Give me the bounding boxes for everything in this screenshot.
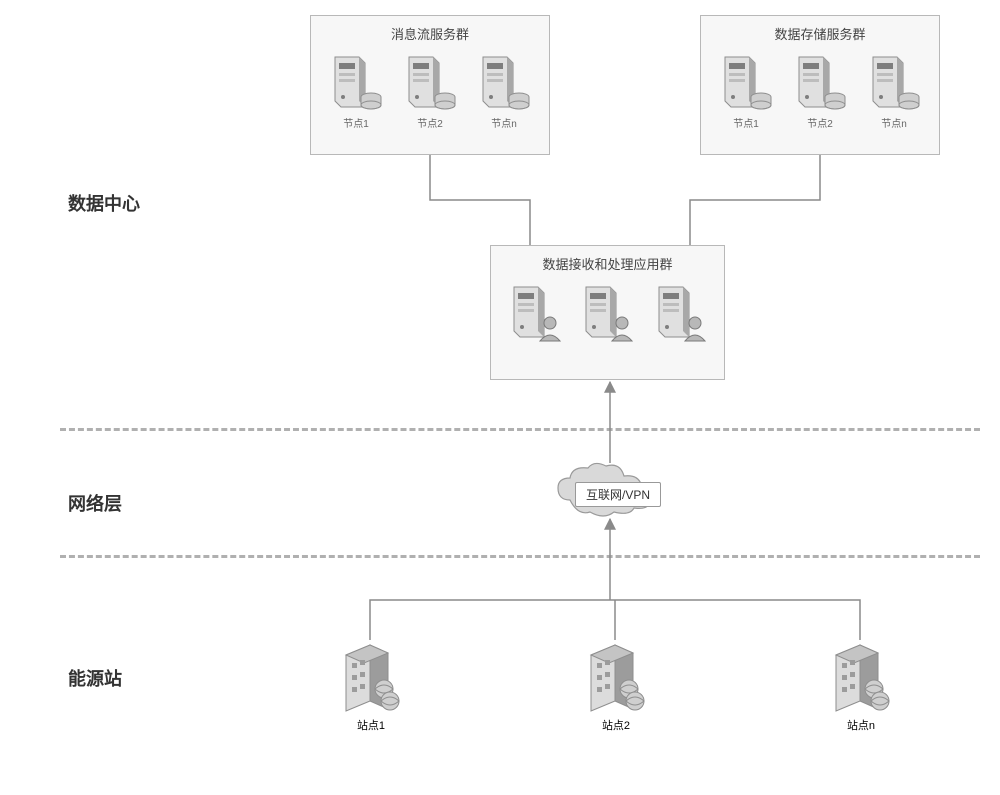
station-label: 站点n bbox=[830, 717, 892, 733]
station-label: 站点1 bbox=[340, 717, 402, 733]
server-node: 节点n bbox=[469, 49, 539, 130]
node-label: 节点2 bbox=[417, 115, 443, 130]
cluster-data-proc: 数据接收和处理应用群 bbox=[490, 245, 725, 380]
server-node: 节点2 bbox=[785, 49, 855, 130]
station-1: 站点1 bbox=[340, 635, 402, 733]
server-node: 节点1 bbox=[711, 49, 781, 130]
server-user-icon bbox=[504, 279, 566, 345]
node-label: 节点1 bbox=[343, 115, 369, 130]
cluster-title: 数据接收和处理应用群 bbox=[491, 246, 724, 279]
cluster-title: 消息流服务群 bbox=[311, 16, 549, 49]
node-label: 节点1 bbox=[733, 115, 759, 130]
station-2: 站点2 bbox=[585, 635, 647, 733]
cluster-title: 数据存储服务群 bbox=[701, 16, 939, 49]
station-n: 站点n bbox=[830, 635, 892, 733]
server-node: 节点1 bbox=[321, 49, 391, 130]
server-node bbox=[572, 279, 642, 345]
server-node bbox=[645, 279, 715, 345]
server-node: 节点n bbox=[859, 49, 929, 130]
server-disk-icon bbox=[325, 49, 387, 113]
server-node: 节点2 bbox=[395, 49, 465, 130]
node-label: 节点2 bbox=[807, 115, 833, 130]
server-user-icon bbox=[576, 279, 638, 345]
server-user-icon bbox=[649, 279, 711, 345]
node-label: 节点n bbox=[491, 115, 517, 130]
server-node bbox=[500, 279, 570, 345]
station-label: 站点2 bbox=[585, 717, 647, 733]
server-disk-icon bbox=[473, 49, 535, 113]
cluster-data-store: 数据存储服务群 节点1 节点2 节点n bbox=[700, 15, 940, 155]
node-label: 节点n bbox=[881, 115, 907, 130]
station-icon bbox=[830, 635, 892, 717]
cluster-msg-stream: 消息流服务群 节点1 节点2 节点n bbox=[310, 15, 550, 155]
cloud-label: 互联网/VPN bbox=[575, 482, 661, 507]
server-disk-icon bbox=[399, 49, 461, 113]
server-disk-icon bbox=[863, 49, 925, 113]
station-icon bbox=[585, 635, 647, 717]
station-icon bbox=[340, 635, 402, 717]
server-disk-icon bbox=[715, 49, 777, 113]
server-disk-icon bbox=[789, 49, 851, 113]
